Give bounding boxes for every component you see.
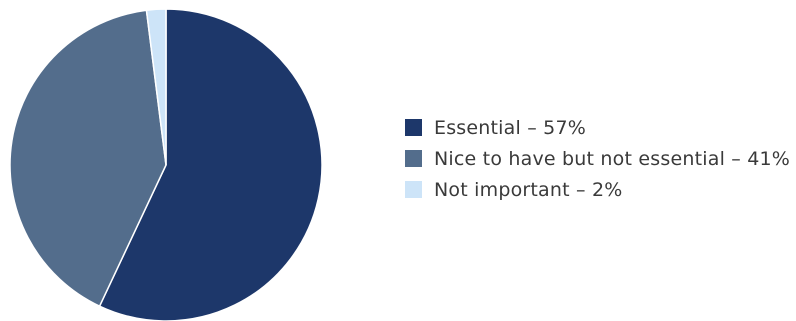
legend-swatch-nice-to-have (405, 150, 422, 167)
legend-item-nice-to-have: Nice to have but not essential – 41% (405, 143, 790, 174)
legend-label-essential: Essential – 57% (434, 116, 586, 139)
pie-slice-not-important (145, 8, 167, 166)
legend-item-not-important: Not important – 2% (405, 174, 790, 205)
legend-label-not-important: Not important – 2% (434, 178, 623, 201)
legend-swatch-not-important (405, 181, 422, 198)
legend-item-essential: Essential – 57% (405, 112, 790, 143)
pie-slice-nice-to-have (9, 9, 167, 308)
legend-swatch-essential (405, 119, 422, 136)
chart-legend: Essential – 57% Nice to have but not ess… (405, 112, 790, 205)
legend-label-nice-to-have: Nice to have but not essential – 41% (434, 147, 791, 170)
pie-chart (9, 8, 323, 321)
